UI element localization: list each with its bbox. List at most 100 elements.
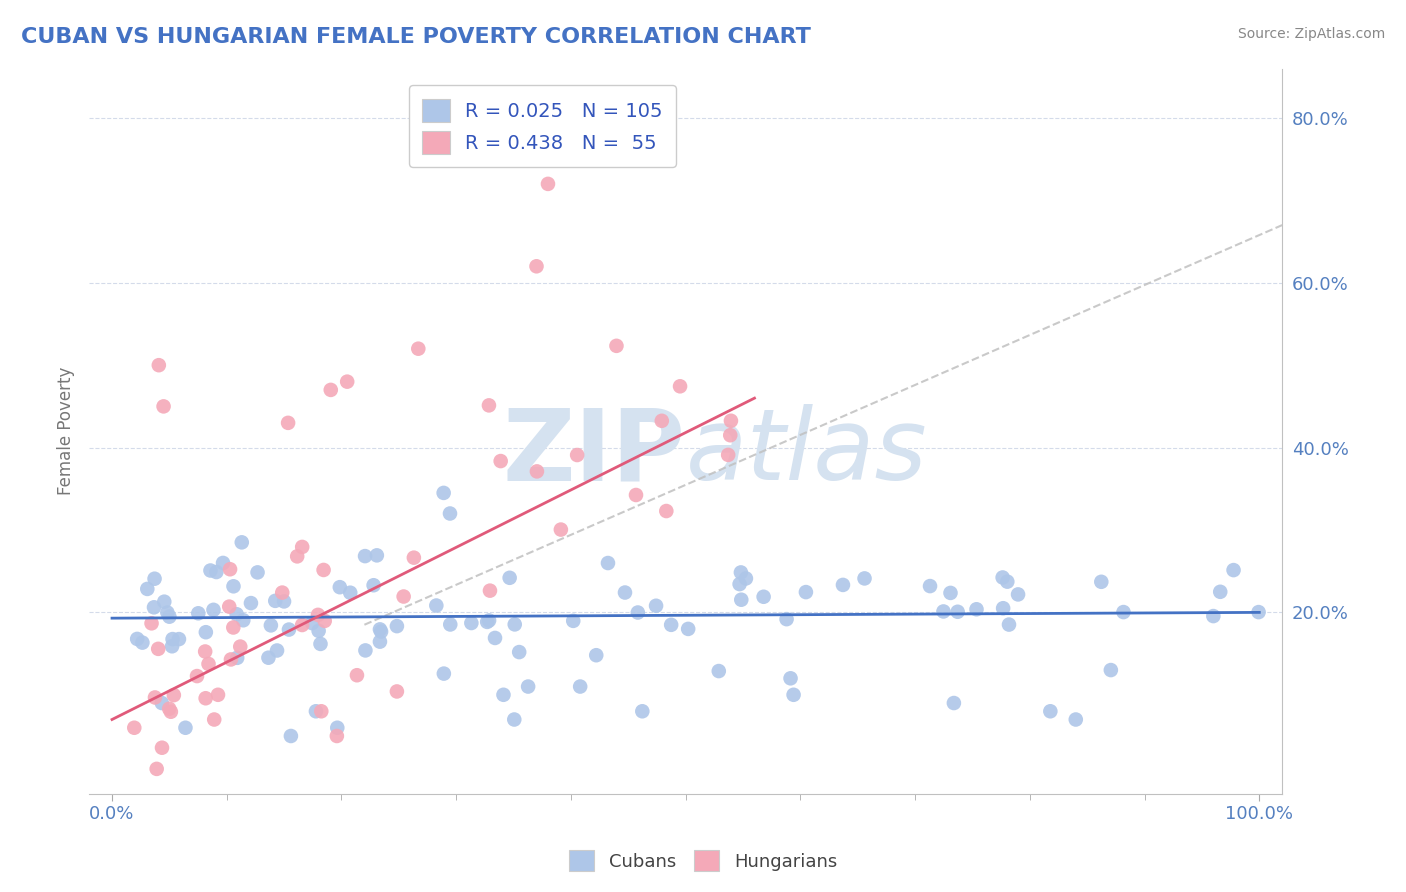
Point (832, 578, 855, 592)
Point (143, 690, 166, 705)
Point (280, 729, 302, 743)
Point (278, 623, 301, 637)
Point (477, 615, 499, 629)
Point (717, 448, 740, 462)
Point (346, 668, 368, 682)
Point (156, 606, 179, 620)
Point (239, 596, 262, 610)
Point (366, 549, 388, 563)
Point (439, 507, 461, 521)
Point (1090, 574, 1112, 589)
Point (160, 640, 183, 654)
Point (1099, 663, 1122, 677)
Point (1209, 584, 1232, 599)
Point (368, 634, 391, 648)
Point (433, 486, 456, 500)
Point (425, 599, 447, 613)
Point (285, 549, 308, 564)
Point (326, 729, 349, 743)
Point (1247, 605, 1270, 619)
Point (484, 631, 506, 645)
Point (136, 582, 159, 596)
Point (460, 615, 482, 630)
Point (1039, 704, 1062, 718)
Legend: R = 0.025   N = 105, R = 0.438   N =  55: R = 0.025 N = 105, R = 0.438 N = 55 (409, 86, 676, 168)
Point (162, 632, 184, 646)
Point (152, 400, 174, 414)
Point (266, 643, 288, 657)
Point (150, 740, 173, 755)
Point (614, 585, 637, 599)
Point (624, 488, 647, 502)
Point (517, 680, 540, 694)
Point (167, 632, 190, 646)
Point (218, 599, 240, 614)
Point (939, 586, 962, 600)
Point (794, 585, 817, 599)
Point (1222, 563, 1244, 577)
Point (995, 574, 1018, 589)
Point (307, 607, 329, 622)
Point (301, 616, 323, 631)
Text: CUBAN VS HUNGARIAN FEMALE POVERTY CORRELATION CHART: CUBAN VS HUNGARIAN FEMALE POVERTY CORREL… (21, 27, 811, 46)
Point (354, 643, 377, 657)
Point (308, 624, 330, 638)
Point (225, 607, 247, 622)
Point (408, 342, 430, 356)
Point (200, 564, 222, 578)
Point (194, 644, 217, 658)
Point (537, 177, 560, 191)
Point (277, 416, 299, 430)
Point (148, 641, 170, 656)
Text: ZIP: ZIP (503, 404, 686, 501)
Point (779, 671, 801, 685)
Point (160, 705, 183, 719)
Point (273, 594, 295, 608)
Point (735, 571, 758, 585)
Point (718, 428, 741, 442)
Point (565, 448, 588, 462)
Point (659, 617, 682, 632)
Point (385, 619, 408, 633)
Point (478, 398, 501, 412)
Point (319, 383, 342, 397)
Point (127, 632, 149, 646)
Point (645, 599, 668, 613)
Point (311, 704, 333, 718)
Point (526, 260, 548, 274)
Point (433, 666, 456, 681)
Point (312, 563, 335, 577)
Point (998, 617, 1021, 632)
Point (402, 550, 425, 565)
Point (229, 640, 252, 654)
Point (585, 648, 607, 663)
Point (569, 680, 592, 694)
Point (676, 622, 699, 636)
Point (194, 691, 217, 706)
Point (503, 617, 526, 632)
Point (231, 535, 253, 549)
Point (197, 657, 219, 671)
Point (329, 580, 352, 594)
Text: atlas: atlas (686, 404, 928, 501)
Point (354, 549, 377, 563)
Point (508, 645, 530, 659)
Point (728, 577, 751, 591)
Point (271, 585, 294, 599)
Point (605, 339, 627, 353)
Point (194, 625, 217, 640)
Point (720, 414, 742, 428)
Point (707, 664, 730, 678)
Point (202, 603, 225, 617)
Point (187, 607, 209, 621)
Point (148, 358, 170, 372)
Point (145, 762, 167, 776)
Point (775, 612, 797, 626)
Y-axis label: Female Poverty: Female Poverty (58, 367, 75, 495)
Point (627, 606, 650, 620)
Point (385, 684, 408, 698)
Point (291, 618, 314, 632)
Point (186, 669, 208, 683)
Point (163, 688, 186, 702)
Point (730, 592, 752, 607)
